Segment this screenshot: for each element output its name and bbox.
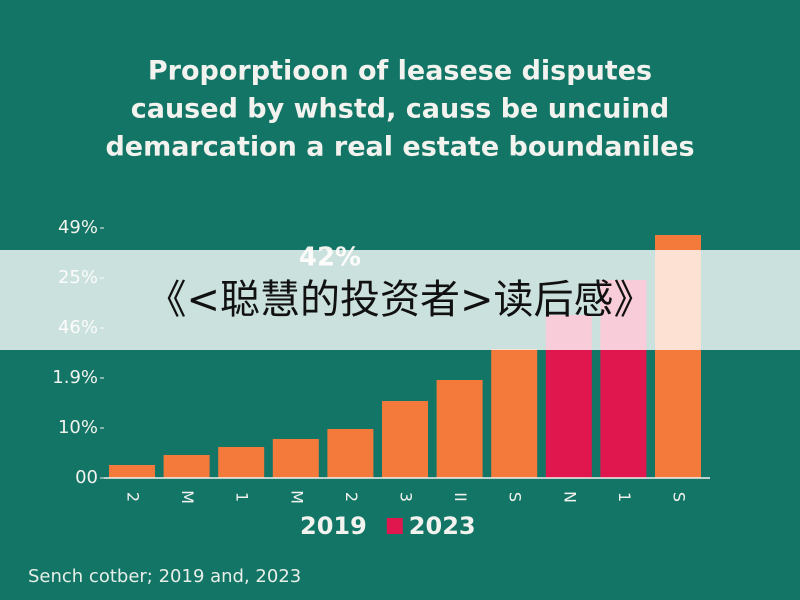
bar — [491, 349, 538, 478]
x-tick-label: N — [560, 491, 579, 503]
y-tick-label: 49% — [58, 217, 98, 238]
legend-swatch — [386, 518, 403, 534]
overlay-text: 《<聪慧的投资者>读后感》 — [146, 277, 653, 323]
chart-title: caused by whstd, causs be uncuind — [131, 94, 670, 125]
x-tick-label: 1 — [615, 492, 634, 502]
x-tick-label: M — [178, 490, 197, 504]
x-tick-label: M — [287, 490, 306, 504]
bar — [327, 429, 374, 478]
bar — [109, 465, 155, 478]
x-tick-label: II — [451, 492, 470, 501]
x-tick-label: 3 — [397, 492, 416, 502]
bar — [163, 455, 210, 478]
y-tick-label: 00 — [75, 467, 98, 488]
x-tick-label: S — [670, 492, 689, 502]
overlay-band — [0, 250, 800, 350]
source: Sench cotber; 2019 and, 2023 — [28, 566, 301, 587]
bar — [218, 447, 265, 478]
bar — [382, 401, 428, 478]
legend-label: 2019 — [300, 512, 367, 540]
x-tick-label: 1 — [233, 492, 252, 502]
x-tick-label: S — [506, 492, 525, 502]
x-tick-label: 2 — [124, 492, 143, 502]
chart-title: Proporptioon of leasese disputes — [148, 56, 652, 87]
chart-title: demarcation a real estate boundaniles — [105, 132, 694, 163]
y-tick-label: 1.9% — [52, 367, 98, 388]
x-tick-label: 2 — [342, 492, 361, 502]
bar — [272, 439, 319, 478]
y-tick-label: 10% — [58, 417, 98, 438]
legend-label: 2023 — [409, 512, 476, 540]
bar — [436, 380, 483, 478]
